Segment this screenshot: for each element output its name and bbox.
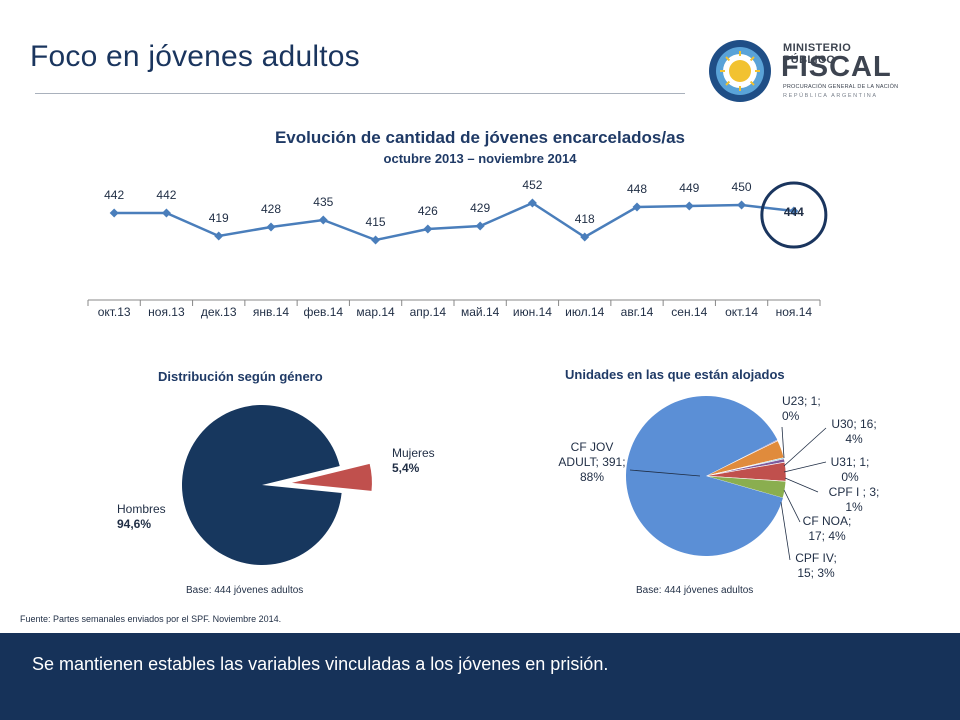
slide-title: Foco en jóvenes adultos xyxy=(30,40,360,73)
footer-text: Se mantienen estables las variables vinc… xyxy=(32,654,609,674)
logo-line-4: REPÚBLICA ARGENTINA xyxy=(783,93,878,99)
units-label-cpf-iv: CPF IV; 15; 3% xyxy=(795,551,837,580)
data-label: 442 xyxy=(104,188,124,202)
footer-bar xyxy=(0,633,960,720)
data-point xyxy=(423,224,433,234)
data-point xyxy=(527,198,537,208)
x-tick-label: ноя.13 xyxy=(148,305,185,319)
units-label-cpf-i: CPF I ; 3; 1% xyxy=(828,485,880,514)
line-chart: окт.13 ноя.13 дек.13 янв.14 фев.14 мар.14 апр.… xyxy=(87,178,828,319)
line-chart-subtitle: octubre 2013 – noviembre 2014 xyxy=(383,151,577,166)
units-label-cf-jov: CF JOV ADULT; 391; 88% xyxy=(558,440,626,484)
leader-line xyxy=(784,477,819,493)
hombres-value: 94,6% xyxy=(117,517,152,531)
pie-slice-mujeres xyxy=(291,463,372,491)
data-label: 449 xyxy=(679,181,699,195)
x-tick-label: фев.14 xyxy=(303,305,343,319)
data-point xyxy=(737,200,747,210)
logo-line-3: PROCURACIÓN GENERAL DE LA NACIÓN xyxy=(783,84,899,90)
data-label: 442 xyxy=(156,188,176,202)
x-tick-label: ноя.14 xyxy=(776,305,813,319)
highlight-circle xyxy=(760,181,828,249)
units-slice xyxy=(705,475,787,499)
units-slice-cf-jov xyxy=(625,396,783,556)
data-point xyxy=(109,208,119,218)
units-label-u30: U30; 16; 4% xyxy=(831,417,877,446)
data-label: 452 xyxy=(522,178,542,192)
data-point xyxy=(266,222,276,232)
data-label: 448 xyxy=(627,182,647,196)
ministerio-logo: MINISTERIO PÚBLICO FISCAL PROCURACIÓN GE… xyxy=(705,36,905,106)
data-point xyxy=(684,201,694,211)
hombres-name: Hombres xyxy=(117,502,166,516)
x-tick-label: апр.14 xyxy=(410,305,447,319)
x-tick-label: окт.14 xyxy=(725,305,758,319)
logo-line-1: MINISTERIO PÚBLICO xyxy=(783,42,852,66)
line-chart-title: Evolución de cantidad de jóvenes encarce… xyxy=(274,128,686,147)
x-tick-label: янв.14 xyxy=(253,305,290,319)
data-label: 426 xyxy=(418,204,438,218)
leader-line xyxy=(629,469,701,477)
gender-label-hombres: Hombres 94,6% xyxy=(117,502,166,532)
data-point xyxy=(789,206,799,216)
x-tick-label: сен.14 xyxy=(671,305,707,319)
data-label: 429 xyxy=(470,201,490,215)
data-label: 428 xyxy=(261,202,281,216)
x-tick-label: июн.14 xyxy=(513,305,552,319)
logo-line-2: FISCAL xyxy=(781,51,892,83)
data-point xyxy=(475,221,485,231)
data-point xyxy=(580,232,590,242)
leader-line xyxy=(781,426,785,459)
gender-label-mujeres: Mujeres 5,4% xyxy=(392,446,435,476)
gender-base-note: Base: 444 jóvenes adultos xyxy=(186,585,304,596)
leader-line xyxy=(783,461,827,473)
units-pie-title: Unidades en las que están alojados xyxy=(565,367,785,382)
x-tick-label: дек.13 xyxy=(201,305,237,319)
sun-emblem-icon xyxy=(709,40,771,102)
data-label: 450 xyxy=(732,180,752,194)
line-series xyxy=(114,201,794,242)
data-label: 415 xyxy=(366,215,386,229)
x-tick-label: окт.13 xyxy=(98,305,131,319)
data-point xyxy=(318,215,328,225)
data-point xyxy=(214,231,224,241)
data-label: 418 xyxy=(575,212,595,226)
leader-line xyxy=(783,427,827,467)
source-note: Fuente: Partes semanales enviados por el… xyxy=(20,614,282,624)
x-tick-label: авг.14 xyxy=(621,305,654,319)
x-tick-label: май.14 xyxy=(461,305,500,319)
x-tick-label: июл.14 xyxy=(565,305,604,319)
gender-pie-title: Distribución según género xyxy=(158,369,323,384)
pie-charts xyxy=(182,396,827,565)
mujeres-value: 5,4% xyxy=(392,461,420,475)
title-divider xyxy=(35,93,685,94)
units-label-cf-noa: CF NOA; 17; 4% xyxy=(802,514,852,543)
units-base-note: Base: 444 jóvenes adultos xyxy=(636,585,754,596)
leader-line xyxy=(780,501,791,561)
data-label: 419 xyxy=(209,211,229,225)
data-label: 444 xyxy=(784,205,804,219)
leader-line xyxy=(783,489,801,523)
units-label-u23: U23; 1; 0% xyxy=(782,394,821,423)
units-label-u31: U31; 1; 0% xyxy=(830,455,870,484)
mujeres-name: Mujeres xyxy=(392,446,435,460)
data-label: 435 xyxy=(313,195,333,209)
data-point xyxy=(161,208,171,218)
data-point xyxy=(371,235,381,245)
x-tick-label: мар.14 xyxy=(356,305,395,319)
pie-slice-hombres xyxy=(182,404,342,565)
data-point xyxy=(632,202,642,212)
